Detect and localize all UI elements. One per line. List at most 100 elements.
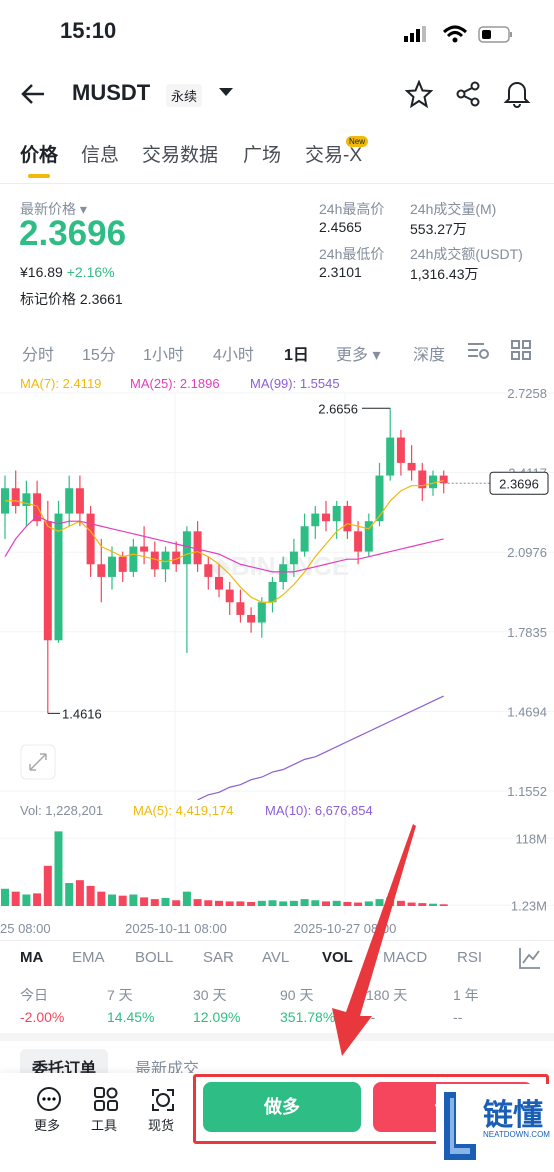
- tool-label[interactable]: 更多: [34, 1118, 61, 1133]
- tab[interactable]: 广场: [243, 145, 282, 166]
- interval[interactable]: 分时: [22, 347, 55, 364]
- volume-bar: [332, 900, 341, 906]
- period-change: 12.09%: [193, 1009, 241, 1025]
- candle-body: [204, 564, 213, 577]
- y-tick-label: 2.7258: [507, 386, 547, 401]
- tab-indicator: [28, 174, 50, 178]
- interval-active[interactable]: 1日: [284, 347, 309, 364]
- y-tick-label: 1.1552: [507, 784, 547, 799]
- interval[interactable]: 1小时: [143, 347, 184, 364]
- symbol[interactable]: MUSDT: [72, 80, 151, 105]
- candle-body: [407, 462, 416, 471]
- candle-body: [65, 488, 74, 514]
- volume-bar: [204, 900, 213, 906]
- candle-body: [108, 556, 116, 577]
- tool-label[interactable]: 工具: [91, 1118, 118, 1133]
- indicator[interactable]: EMA: [72, 949, 105, 966]
- volume-bar: [33, 893, 42, 906]
- more-icon[interactable]: [36, 1086, 62, 1112]
- ma-legend: MA(99): 1.5545: [250, 376, 340, 391]
- interval[interactable]: 4小时: [213, 347, 254, 364]
- indicator[interactable]: BOLL: [135, 949, 174, 966]
- favorite[interactable]: [405, 80, 433, 108]
- indicator[interactable]: VOL: [322, 949, 353, 966]
- candle-body: [257, 602, 266, 623]
- period-change: 14.45%: [107, 1009, 155, 1025]
- volume-bar: [150, 899, 159, 906]
- watermark-icon: [444, 1092, 476, 1160]
- volume-bar: [247, 901, 256, 906]
- mark-value: 2.3661: [79, 291, 123, 307]
- x-tick-label: 2025-10-11 08:00: [125, 921, 227, 936]
- candle-body: [129, 546, 138, 572]
- y-tick-label: 1.4694: [507, 704, 547, 719]
- indicator[interactable]: MACD: [383, 949, 428, 966]
- period: 1 年: [453, 987, 479, 1003]
- volume-bar: [407, 902, 416, 906]
- candle-body: [322, 513, 330, 522]
- volume-bar: [22, 894, 31, 906]
- long-button[interactable]: 做多: [203, 1082, 361, 1132]
- candle-body: [11, 488, 20, 506]
- back-button[interactable]: [20, 80, 48, 108]
- volume-bar: [418, 903, 427, 906]
- volume-bar: [300, 899, 309, 906]
- dropdown[interactable]: [218, 86, 234, 98]
- tool-label[interactable]: 现货: [148, 1118, 175, 1133]
- volume-bar: [439, 904, 448, 906]
- volume-bar: [65, 883, 74, 906]
- interval[interactable]: 15分: [82, 347, 116, 364]
- volume-bar: [97, 891, 106, 906]
- period: 180 天: [366, 987, 408, 1003]
- volume-bar: [343, 901, 352, 906]
- volume-bar: [43, 865, 52, 906]
- tab[interactable]: 交易数据: [142, 145, 219, 166]
- interval-more[interactable]: 更多 ▾: [336, 347, 381, 364]
- chart-settings[interactable]: [466, 340, 490, 360]
- share[interactable]: [455, 80, 483, 108]
- period: 7 天: [107, 987, 133, 1003]
- period-change: -2.00%: [20, 1009, 65, 1025]
- volume-bar: [311, 900, 320, 906]
- period: 今日: [20, 987, 48, 1003]
- x-tick-label: 25 08:00: [0, 921, 51, 936]
- indicator[interactable]: AVL: [262, 949, 290, 966]
- time: 15:10: [60, 18, 117, 43]
- period-change: 351.78%: [280, 1009, 336, 1025]
- candle-body: [311, 513, 320, 527]
- divider: [0, 940, 554, 941]
- indicator[interactable]: SAR: [203, 949, 234, 966]
- notifications[interactable]: [503, 78, 531, 108]
- y-tick-label: 2.0976: [507, 545, 547, 560]
- volume-bar: [193, 899, 202, 906]
- ma-legend: MA(7): 2.4119: [20, 376, 102, 391]
- candle-body: [268, 581, 277, 603]
- interval[interactable]: 深度: [413, 347, 446, 364]
- candle-body: [289, 551, 298, 565]
- indicator-settings[interactable]: [518, 946, 542, 970]
- divider: [0, 183, 554, 184]
- layout-toggle[interactable]: [511, 340, 531, 360]
- tools-icon[interactable]: [93, 1086, 119, 1112]
- candle-body: [140, 546, 149, 552]
- spot-icon[interactable]: [150, 1086, 176, 1112]
- indicator[interactable]: RSI: [457, 949, 483, 966]
- ma-line: [197, 695, 444, 800]
- volume-bar: [225, 901, 234, 906]
- volume-bar: [236, 901, 245, 906]
- stat-label: 24h最高价: [319, 201, 385, 217]
- volume-bar: [75, 880, 84, 906]
- fullscreen[interactable]: [20, 744, 56, 780]
- candle-body: [97, 564, 106, 577]
- tab[interactable]: 价格: [20, 145, 59, 166]
- tab[interactable]: 信息: [81, 145, 120, 166]
- more-text: 更多: [336, 347, 369, 364]
- stat-value: 553.27万: [410, 221, 467, 237]
- indicator[interactable]: MA: [20, 949, 44, 966]
- watermark-site: NEATDOWN.COM: [483, 1130, 550, 1139]
- candle-body: [182, 531, 191, 565]
- vol-legend: Vol: 1,228,201: [20, 803, 104, 818]
- tab[interactable]: 交易-X: [305, 145, 363, 166]
- period-change: --: [453, 1009, 463, 1025]
